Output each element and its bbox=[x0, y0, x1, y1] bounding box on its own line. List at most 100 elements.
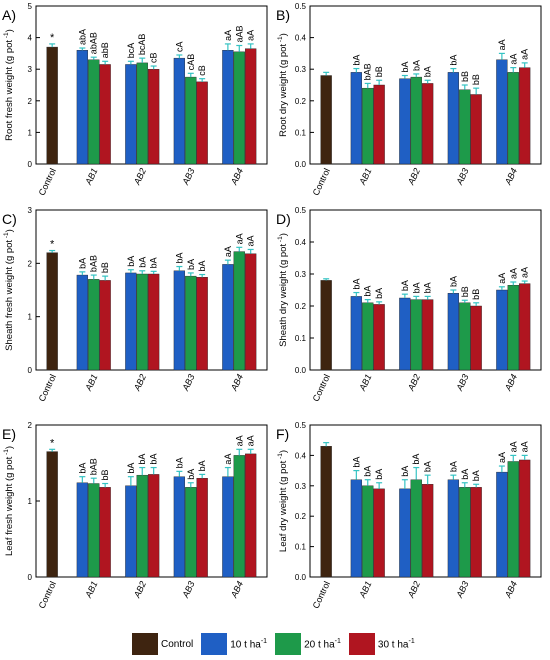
y-tick-label: 4 bbox=[28, 34, 33, 43]
y-tick-label: 0.2 bbox=[295, 302, 307, 311]
x-tick-label: AB4 bbox=[228, 373, 245, 394]
bar-ab4-s3 bbox=[245, 48, 257, 165]
y-tick-label: 0.3 bbox=[295, 270, 307, 279]
bar-ab4-s1 bbox=[222, 50, 234, 165]
significance-label: aA bbox=[223, 30, 233, 41]
bar-ab3-s3 bbox=[470, 305, 482, 371]
y-tick-label: 0.1 bbox=[295, 128, 307, 137]
bar-ab4-s1 bbox=[496, 289, 508, 371]
y-axis-label: Leaf fresh weight (g pot -1) bbox=[3, 446, 15, 556]
bar-control bbox=[46, 46, 58, 165]
significance-label: aA bbox=[520, 441, 530, 452]
significance-label: bB bbox=[100, 262, 110, 273]
significance-label: bA bbox=[351, 55, 361, 66]
significance-label: bA bbox=[174, 253, 184, 264]
bar-ab3-s1 bbox=[173, 270, 185, 371]
significance-label: bA bbox=[411, 60, 421, 71]
bar-ab1-s3 bbox=[373, 488, 385, 578]
control-annotation: * bbox=[50, 239, 55, 251]
bar-ab1-s1 bbox=[350, 479, 362, 578]
bar-ab3-s3 bbox=[196, 81, 208, 165]
bar-ab1-s2 bbox=[362, 485, 374, 578]
bar-control bbox=[320, 280, 332, 371]
significance-label: bA bbox=[77, 258, 87, 269]
significance-label: bB bbox=[471, 289, 481, 300]
x-tick-label: AB4 bbox=[502, 373, 519, 394]
legend-item-10: 10 t ha-1 bbox=[201, 633, 267, 655]
y-axis-label: Root dry weight (g pot -1) bbox=[277, 33, 289, 137]
bar-ab1-s3 bbox=[99, 487, 111, 578]
bar-ab2-s1 bbox=[125, 485, 137, 578]
significance-label: bA bbox=[186, 259, 196, 270]
y-tick-label: 0.5 bbox=[295, 206, 307, 215]
significance-label: cA bbox=[174, 41, 184, 52]
legend-swatch-30 bbox=[348, 633, 375, 655]
significance-label: bA bbox=[351, 279, 361, 290]
bar-ab3-s3 bbox=[196, 277, 208, 371]
x-tick-label: Control bbox=[37, 580, 58, 611]
significance-label: bAB bbox=[363, 63, 373, 80]
y-tick-label: 2 bbox=[28, 97, 33, 106]
bar-ab1-s1 bbox=[76, 482, 88, 578]
bar-ab1-s2 bbox=[88, 279, 100, 371]
legend-label-control: Control bbox=[161, 638, 194, 650]
x-tick-label: AB3 bbox=[454, 373, 471, 394]
legend-label-20: 20 t ha-1 bbox=[304, 637, 341, 651]
significance-label: bA bbox=[186, 469, 196, 480]
significance-label: bcAB bbox=[137, 34, 147, 56]
x-tick-label: AB4 bbox=[228, 580, 245, 601]
bar-ab3-s2 bbox=[185, 76, 197, 165]
y-tick-label: 0.5 bbox=[295, 2, 307, 11]
significance-label: aA bbox=[508, 441, 518, 452]
significance-label: bA bbox=[448, 461, 458, 472]
bar-ab4-s2 bbox=[507, 461, 519, 578]
significance-label: aA bbox=[246, 235, 256, 246]
significance-label: bA bbox=[197, 261, 207, 272]
significance-label: bA bbox=[411, 282, 421, 293]
bar-ab4-s3 bbox=[519, 283, 531, 371]
chart-panel-3: C) 0 1 2 3 Sheath fresh weight (g pot -1) * Con… bbox=[2, 206, 268, 403]
x-tick-label: AB2 bbox=[405, 373, 422, 394]
chart-panel-4: D) 0.0 0.1 0.2 0.3 0.4 0.5 Sheath dry weight (g… bbox=[276, 206, 542, 403]
bar-ab4-s2 bbox=[233, 455, 245, 578]
control-annotation: * bbox=[50, 437, 55, 449]
significance-label: aA bbox=[234, 233, 244, 244]
y-tick-label: 0.0 bbox=[295, 366, 307, 375]
y-axis-label: Root fresh weight (g pot -1) bbox=[3, 29, 15, 141]
bar-ab3-s1 bbox=[447, 479, 459, 578]
legend-swatch-control bbox=[132, 633, 158, 655]
significance-label: bcA bbox=[126, 43, 136, 59]
panel-label: D) bbox=[276, 211, 291, 227]
bar-ab4-s2 bbox=[233, 251, 245, 371]
x-tick-label: AB1 bbox=[83, 167, 100, 188]
bar-ab4-s3 bbox=[519, 459, 531, 578]
significance-label: aA bbox=[520, 49, 530, 60]
x-tick-label: AB1 bbox=[83, 580, 100, 601]
bar-ab2-s3 bbox=[148, 273, 160, 371]
significance-label: abA bbox=[77, 29, 87, 45]
significance-label: aA bbox=[497, 452, 507, 463]
y-tick-label: 2 bbox=[28, 259, 33, 268]
bar-control bbox=[320, 75, 332, 165]
y-tick-label: 0.3 bbox=[295, 65, 307, 74]
significance-label: aA bbox=[246, 435, 256, 446]
panel-label: C) bbox=[2, 211, 17, 227]
bar-ab4-s3 bbox=[519, 67, 531, 165]
y-tick-label: 1 bbox=[28, 497, 33, 506]
significance-label: cB bbox=[197, 65, 207, 76]
significance-label: aA bbox=[497, 273, 507, 284]
significance-label: abB bbox=[100, 42, 110, 58]
significance-label: bA bbox=[351, 457, 361, 468]
bar-ab3-s2 bbox=[459, 302, 471, 371]
panel-label: E) bbox=[2, 426, 16, 442]
significance-label: bA bbox=[149, 257, 159, 268]
y-tick-label: 0.2 bbox=[295, 512, 307, 521]
panel-label: A) bbox=[2, 7, 16, 23]
bar-ab4-s2 bbox=[507, 285, 519, 371]
x-tick-label: AB1 bbox=[357, 167, 374, 188]
bar-ab3-s2 bbox=[185, 487, 197, 578]
y-axis-label: Leaf dry weight (g pot -1) bbox=[277, 450, 289, 552]
bar-ab4-s2 bbox=[233, 51, 245, 165]
bar-ab2-s3 bbox=[422, 83, 434, 165]
